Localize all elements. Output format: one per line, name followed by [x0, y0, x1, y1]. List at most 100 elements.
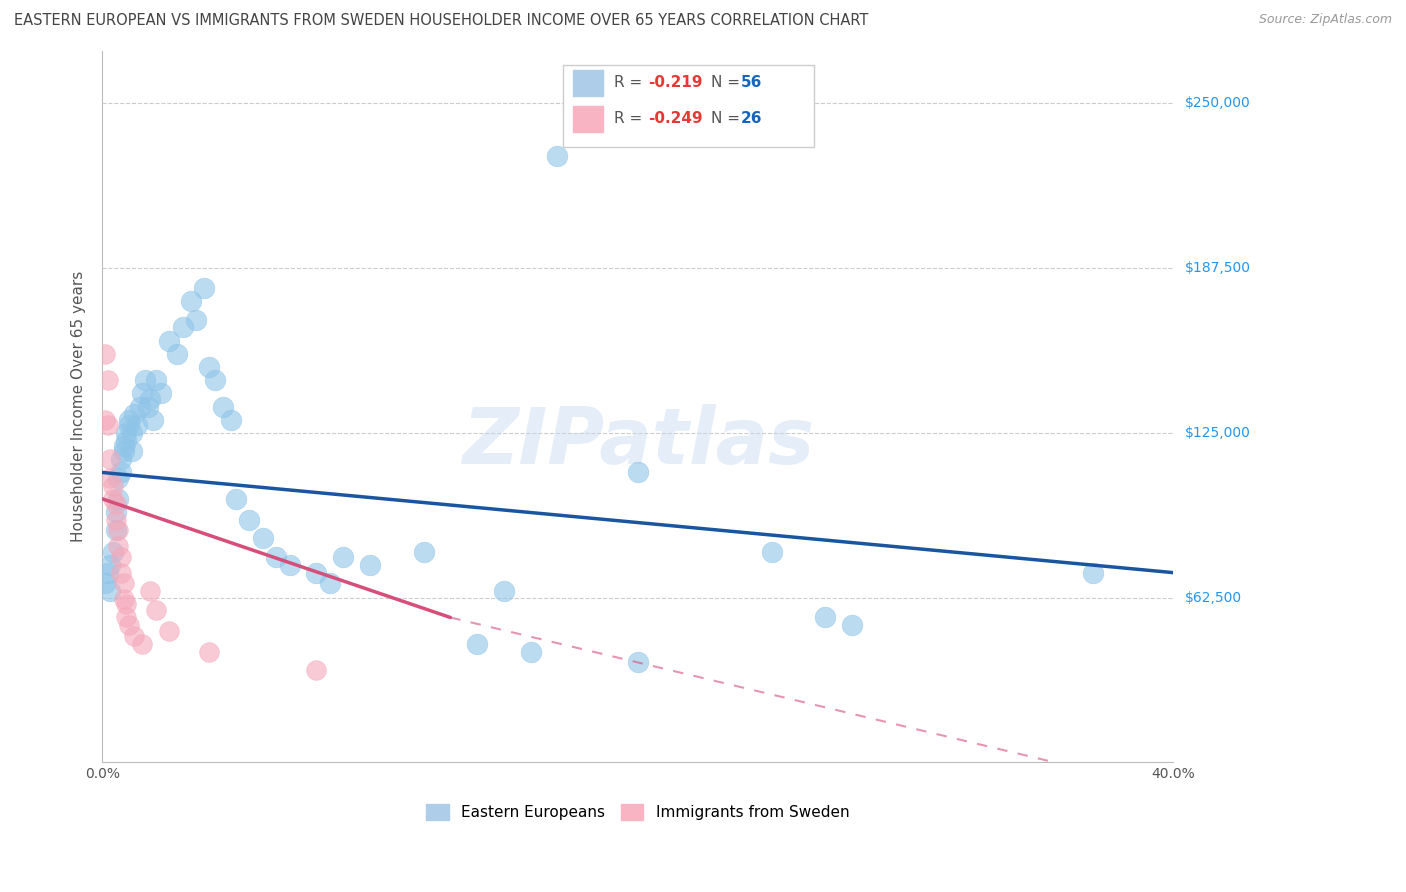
Point	[107, 491, 129, 506]
Point	[180, 294, 202, 309]
Point	[264, 549, 287, 564]
Point	[110, 549, 132, 564]
Point	[121, 444, 143, 458]
Point	[97, 417, 120, 432]
Point	[101, 544, 124, 558]
Point	[184, 312, 207, 326]
Point	[112, 444, 135, 458]
Point	[465, 637, 488, 651]
Point	[134, 373, 156, 387]
Point	[125, 417, 148, 432]
Point	[124, 629, 146, 643]
Point	[94, 347, 117, 361]
Point	[252, 532, 274, 546]
Point	[104, 497, 127, 511]
Point	[492, 584, 515, 599]
Point	[128, 400, 150, 414]
Point	[131, 386, 153, 401]
Point	[118, 417, 141, 432]
Text: $62,500: $62,500	[1184, 591, 1241, 605]
Text: $250,000: $250,000	[1184, 96, 1250, 111]
Point	[1081, 566, 1104, 580]
Point	[115, 597, 138, 611]
Point	[104, 524, 127, 538]
Point	[131, 637, 153, 651]
Point	[98, 471, 121, 485]
Point	[519, 645, 541, 659]
Point	[627, 655, 650, 669]
Text: -0.219: -0.219	[648, 76, 703, 90]
Point	[814, 610, 837, 624]
FancyBboxPatch shape	[562, 65, 814, 147]
Point	[225, 491, 247, 506]
Point	[145, 602, 167, 616]
Point	[115, 434, 138, 448]
Point	[305, 663, 328, 677]
Point	[104, 513, 127, 527]
Point	[305, 566, 328, 580]
Text: EASTERN EUROPEAN VS IMMIGRANTS FROM SWEDEN HOUSEHOLDER INCOME OVER 65 YEARS CORR: EASTERN EUROPEAN VS IMMIGRANTS FROM SWED…	[14, 13, 869, 29]
Point	[110, 466, 132, 480]
Point	[139, 392, 162, 406]
Point	[142, 413, 165, 427]
Point	[278, 558, 301, 572]
Point	[319, 576, 342, 591]
Text: ZIPatlas: ZIPatlas	[461, 404, 814, 480]
Point	[136, 400, 159, 414]
Point	[101, 491, 124, 506]
Point	[157, 624, 180, 638]
Point	[198, 359, 221, 374]
Point	[211, 400, 233, 414]
Text: R =: R =	[614, 76, 647, 90]
Text: $187,500: $187,500	[1184, 261, 1250, 275]
Point	[118, 413, 141, 427]
Text: Source: ZipAtlas.com: Source: ZipAtlas.com	[1258, 13, 1392, 27]
Point	[546, 149, 568, 163]
Point	[204, 373, 226, 387]
Point	[115, 425, 138, 440]
Point	[157, 334, 180, 348]
Point	[97, 373, 120, 387]
Point	[121, 425, 143, 440]
Point	[110, 566, 132, 580]
Point	[172, 320, 194, 334]
Y-axis label: Householder Income Over 65 years: Householder Income Over 65 years	[72, 271, 86, 542]
Point	[332, 549, 354, 564]
Point	[94, 413, 117, 427]
Text: -0.249: -0.249	[648, 112, 703, 127]
Point	[107, 539, 129, 553]
Point	[841, 618, 863, 632]
Point	[98, 452, 121, 467]
Point	[166, 347, 188, 361]
Point	[139, 584, 162, 599]
Point	[115, 610, 138, 624]
Text: 56: 56	[741, 76, 762, 90]
Point	[150, 386, 173, 401]
Point	[198, 645, 221, 659]
Point	[761, 544, 783, 558]
Point	[145, 373, 167, 387]
Point	[193, 281, 215, 295]
Point	[107, 524, 129, 538]
Point	[118, 618, 141, 632]
Point	[219, 413, 242, 427]
Text: 26: 26	[741, 112, 762, 127]
Point	[107, 471, 129, 485]
Point	[97, 566, 120, 580]
FancyBboxPatch shape	[574, 106, 603, 132]
Point	[112, 592, 135, 607]
Legend: Eastern Europeans, Immigrants from Sweden: Eastern Europeans, Immigrants from Swede…	[420, 797, 855, 826]
Point	[98, 584, 121, 599]
Point	[124, 408, 146, 422]
Point	[112, 576, 135, 591]
Point	[98, 558, 121, 572]
Point	[104, 505, 127, 519]
Point	[359, 558, 381, 572]
Text: R =: R =	[614, 112, 647, 127]
Point	[110, 452, 132, 467]
Text: N =: N =	[710, 76, 744, 90]
Point	[94, 576, 117, 591]
Point	[627, 466, 650, 480]
Text: $125,000: $125,000	[1184, 425, 1250, 440]
Point	[238, 513, 260, 527]
